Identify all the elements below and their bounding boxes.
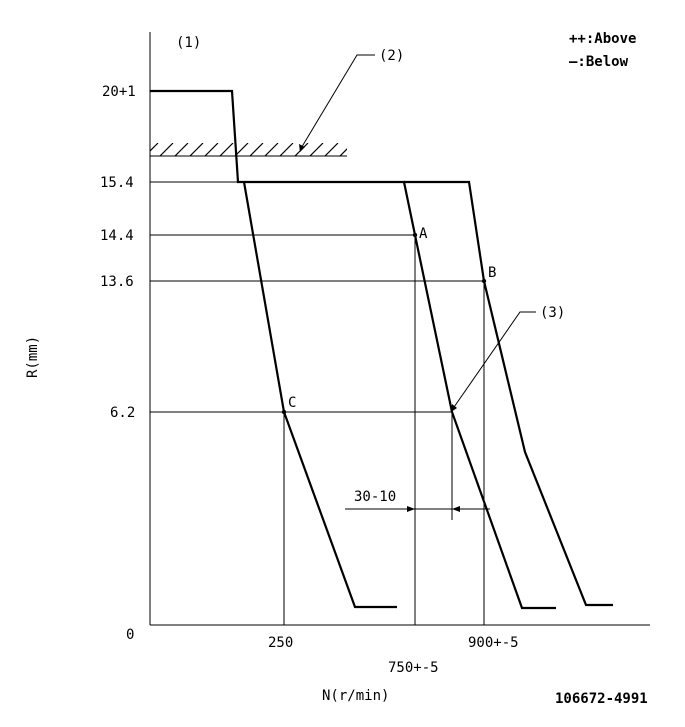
point-b-label: B [488,265,496,281]
y-tick-20: 20+1 [102,84,136,100]
callout-2: (2) [379,48,404,64]
part-number: 106672-4991 [555,691,648,707]
middle-curve [244,180,556,610]
leader-2-arrow [299,144,305,152]
y-tick-6-2: 6.2 [110,405,135,421]
legend-above: ++:Above [569,31,636,47]
x-tick-250: 250 [268,635,293,651]
start-curve [150,89,244,184]
point-a-label: A [419,226,428,242]
x-tick-900: 900+-5 [468,635,519,651]
leader-3 [451,311,536,411]
y-tick-13-6: 13.6 [100,274,134,290]
point-a-marker [412,232,418,238]
point-c-marker [281,409,287,415]
y-tick-14-4: 14.4 [100,228,134,244]
idle-curve [242,181,397,609]
y-tick-0: 0 [126,627,134,643]
y-tick-15-4: 15.4 [100,175,134,191]
callout-1: (1) [176,35,201,51]
tolerance-dimension [345,506,490,512]
leader-3-arrow [451,404,457,412]
tolerance-label: 30-10 [354,489,396,505]
y-axis-label: R(mm) [25,336,41,378]
x-tick-750: 750+-5 [388,660,439,676]
max-speed-curve [404,180,613,607]
callout-3: (3) [540,305,565,321]
leader-2 [299,54,375,151]
point-b-marker [481,278,487,284]
legend-below: —:Below [569,54,629,70]
x-axis-label: N(r/min) [322,688,389,704]
stopper-hatching [150,143,347,157]
point-c-label: C [288,395,296,411]
